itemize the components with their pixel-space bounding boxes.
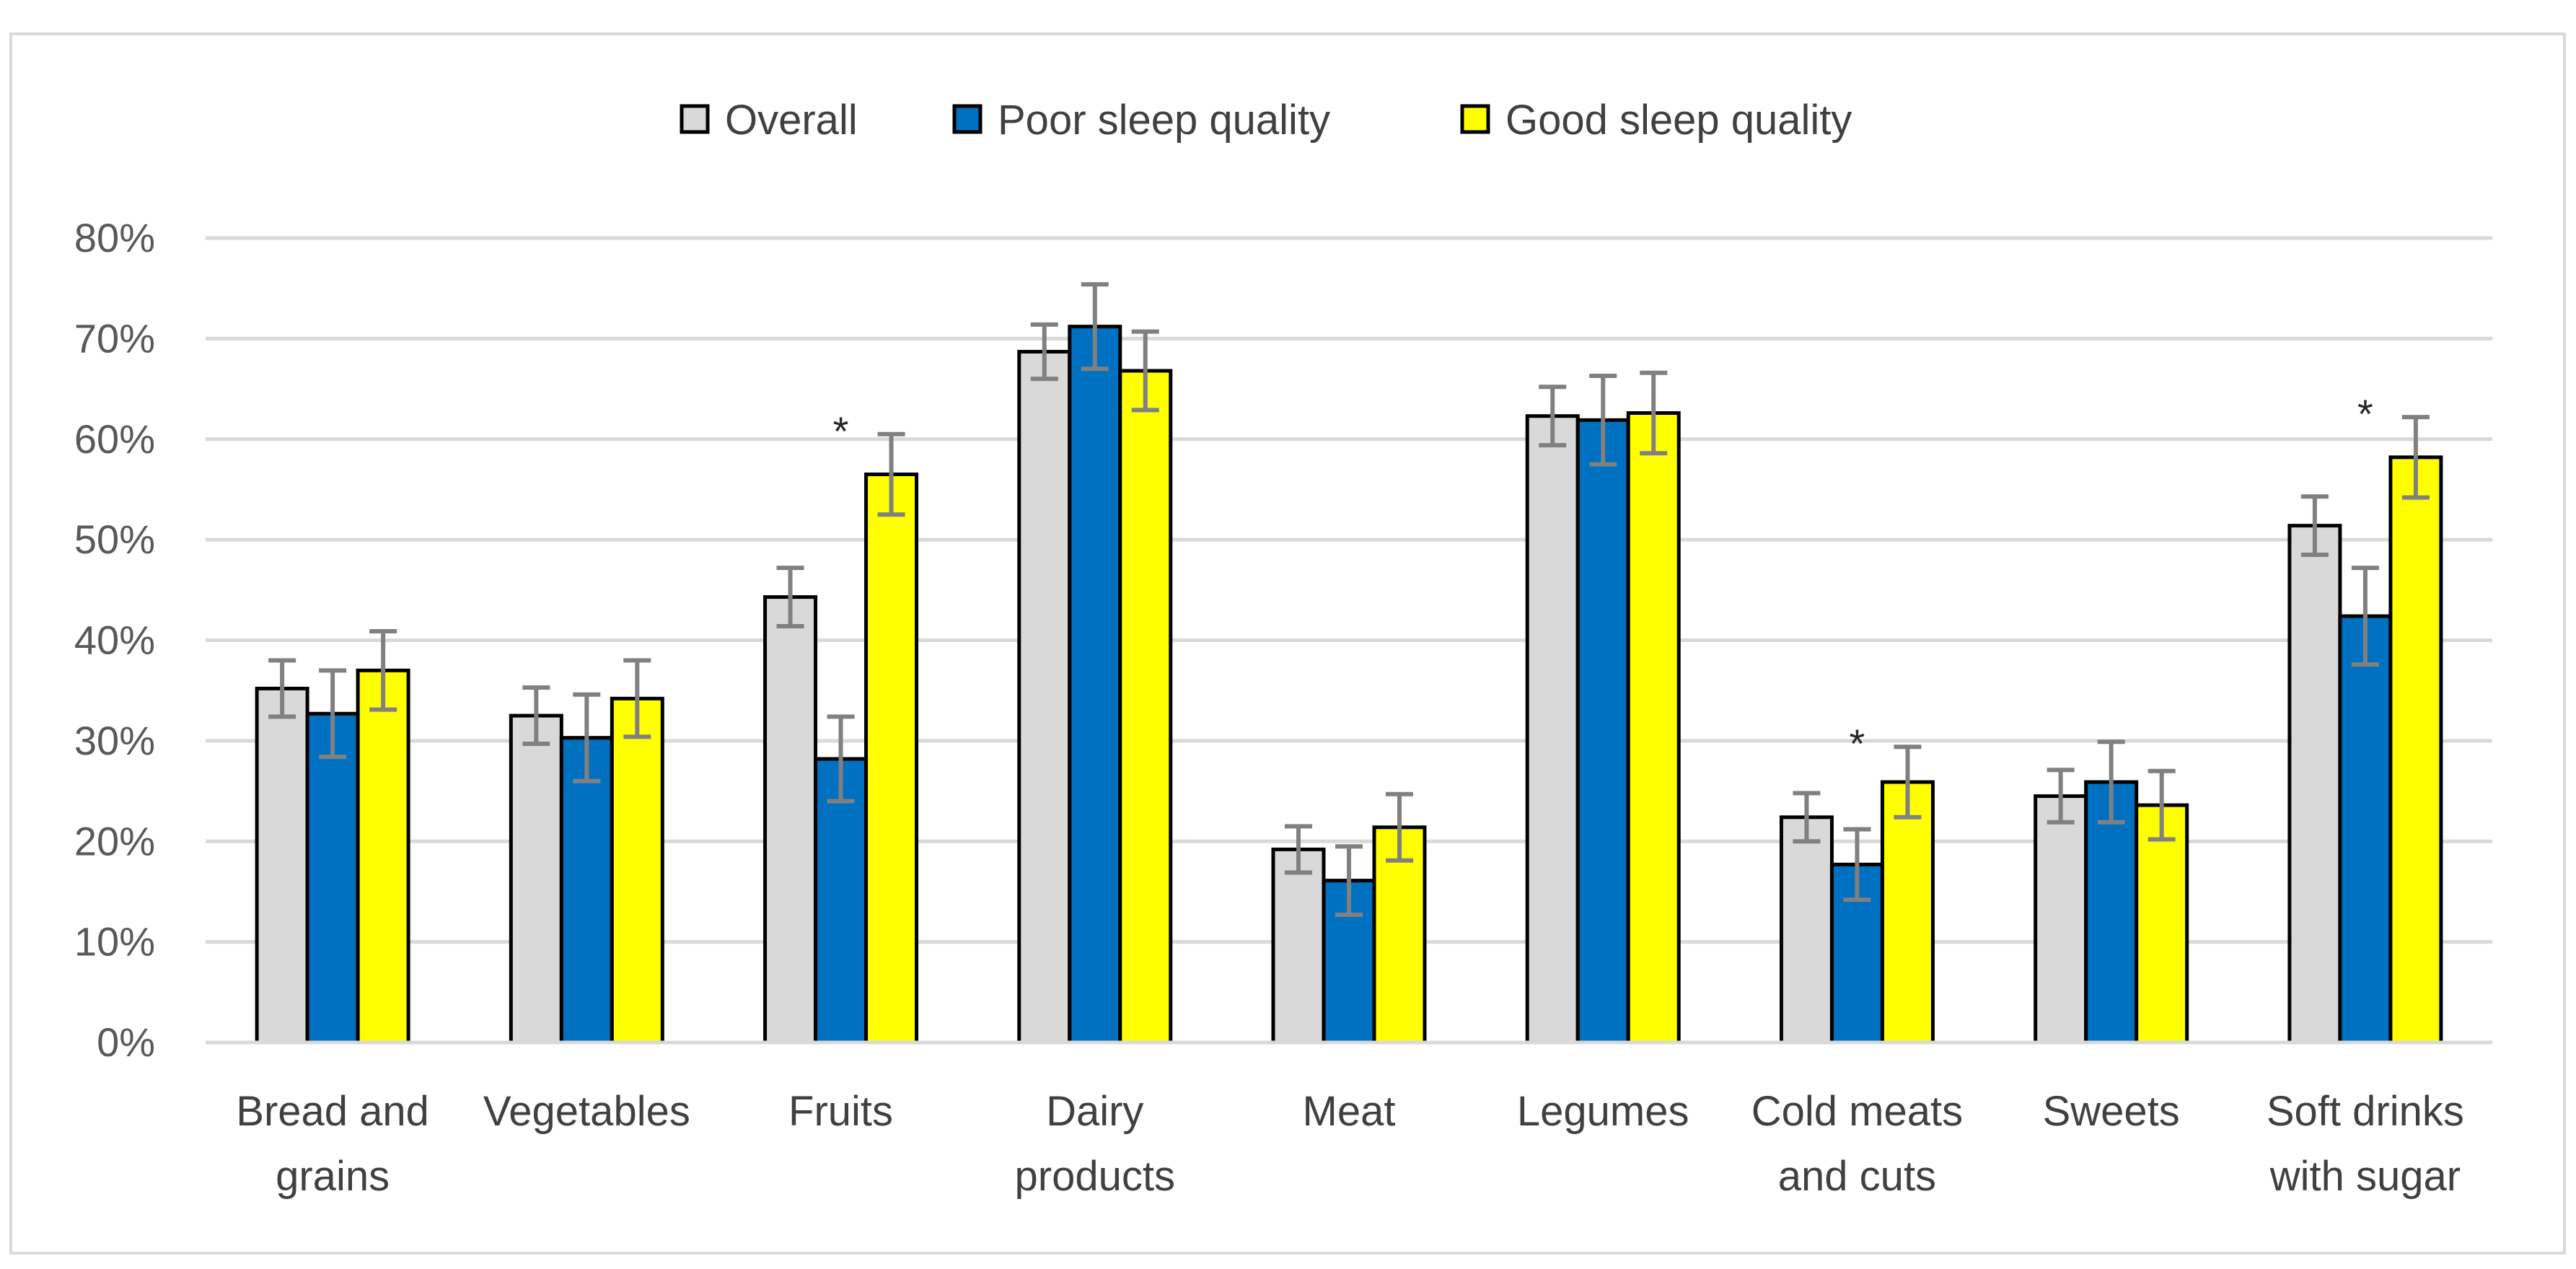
bar — [2034, 794, 2088, 1045]
y-tick-label: 40% — [74, 618, 155, 663]
y-tick-label: 60% — [74, 416, 155, 462]
x-tick-label: Sweets — [2043, 1088, 2180, 1135]
bar — [1880, 780, 1935, 1045]
x-tick-label: Cold meats and cuts — [1751, 1088, 1963, 1200]
legend: Overall Poor sleep quality Good sleep qual… — [680, 97, 1852, 144]
legend-item: Overall — [680, 97, 858, 144]
x-tick-label: Vegetables — [483, 1088, 690, 1135]
bar — [356, 668, 410, 1045]
bar — [814, 757, 869, 1045]
bar — [1779, 815, 1834, 1045]
significance-asterisk: * — [1850, 721, 1865, 766]
bar — [1525, 414, 1580, 1045]
y-tick-label: 30% — [74, 718, 155, 763]
legend-item: Good sleep quality — [1460, 97, 1852, 144]
x-tick-label: Soft drinks with sugar — [2267, 1088, 2464, 1200]
y-tick-label: 0% — [97, 1019, 155, 1065]
bar — [2287, 524, 2342, 1045]
bar — [610, 696, 664, 1045]
legend-label: Overall — [725, 97, 858, 144]
legend-swatch — [1460, 104, 1490, 134]
bar — [1118, 369, 1173, 1045]
y-tick-label: 70% — [74, 315, 155, 361]
legend-swatch — [952, 104, 983, 134]
x-tick-label: Meat — [1303, 1088, 1396, 1135]
bar — [255, 686, 309, 1045]
chart-border — [9, 32, 2566, 1255]
bar — [763, 595, 818, 1045]
legend-label: Poor sleep quality — [998, 97, 1330, 144]
bar — [2084, 780, 2139, 1045]
y-tick-label: 80% — [74, 215, 155, 260]
bar — [509, 713, 563, 1045]
significance-annotations: * * * — [833, 391, 2373, 766]
bar — [1017, 349, 1072, 1045]
bar — [2338, 614, 2393, 1045]
legend-item: Poor sleep quality — [952, 97, 1330, 144]
x-tick-label: Fruits — [788, 1088, 893, 1135]
y-tick-label: 20% — [74, 818, 155, 864]
legend-swatch — [680, 104, 710, 134]
bar — [559, 736, 614, 1045]
bars — [255, 325, 2443, 1045]
y-tick-label: 10% — [74, 919, 155, 965]
y-tick-label: 50% — [74, 517, 155, 562]
bar — [1626, 411, 1681, 1045]
y-axis-tick-labels: 0% 10% 20% 30% 40% 50% 60% 70% 80% — [74, 215, 155, 1065]
x-tick-label: Bread and grains — [236, 1088, 429, 1200]
bar — [1575, 418, 1630, 1045]
x-axis-category-labels: Bread and grains Vegetables Fruits Dairy prod… — [236, 1088, 2464, 1200]
bar — [1271, 847, 1326, 1045]
bar — [305, 711, 360, 1045]
error-bars — [268, 282, 2430, 917]
bar — [1068, 325, 1122, 1045]
bar — [2388, 455, 2443, 1045]
x-tick-label: Dairy products — [1015, 1088, 1175, 1200]
bar — [864, 473, 919, 1045]
significance-asterisk: * — [2357, 391, 2373, 436]
x-tick-label: Legumes — [1517, 1088, 1689, 1135]
legend-label: Good sleep quality — [1505, 97, 1852, 144]
significance-asterisk: * — [833, 408, 849, 454]
